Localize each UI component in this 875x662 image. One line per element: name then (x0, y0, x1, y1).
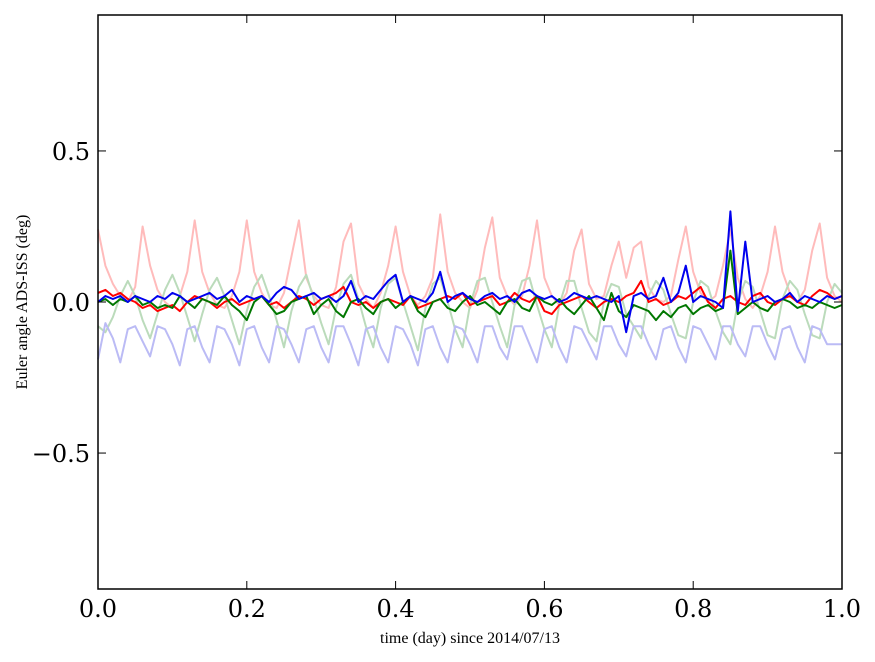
x-tick-label: 0.2 (228, 595, 266, 623)
x-tick-label: 0.4 (377, 595, 415, 623)
x-tick-label: 0.6 (525, 595, 563, 623)
series-line-5 (97, 210, 843, 334)
x-tick-label: 0.0 (79, 595, 117, 623)
y-axis-label: Euler angle ADS-ISS (deg) (14, 215, 31, 390)
y-tick-label: 0.0 (52, 289, 90, 317)
x-tick-label: 0.8 (674, 595, 712, 623)
tick-layer: 0.0 0.2 0.4 0.6 0.8 1.0 0.5 0.0 −0.5 (32, 15, 861, 623)
series-line-4 (97, 249, 843, 322)
x-axis-label: time (day) since 2014/07/13 (380, 630, 560, 647)
y-tick-label: 0.5 (52, 138, 90, 166)
x-tick-label: 1.0 (823, 595, 861, 623)
series-layer (97, 210, 843, 367)
series-line-2 (97, 322, 842, 367)
y-tick-label: −0.5 (32, 440, 90, 468)
